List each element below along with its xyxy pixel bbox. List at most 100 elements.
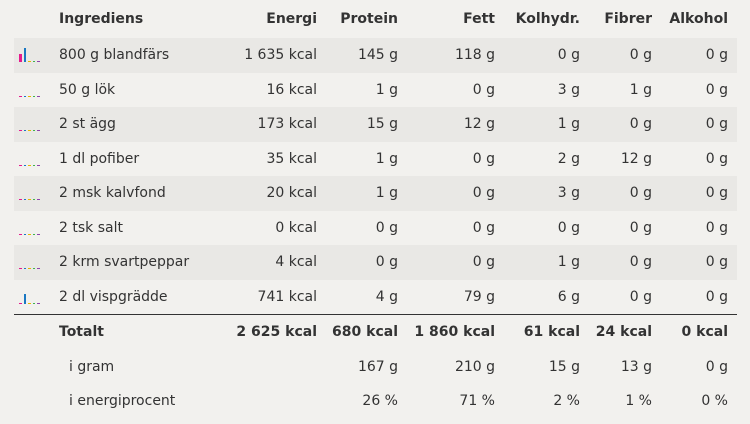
- table-row: 1 dl pofiber 35 kcal 1 g 0 g 2 g 12 g 0 g: [14, 142, 737, 177]
- ingredient-alcohol: 0 g: [705, 116, 728, 133]
- nutrient-bar-fat: [23, 233, 26, 235]
- ingredient-carbs: 0 g: [557, 47, 580, 64]
- ingredient-fat: 0 g: [472, 254, 495, 271]
- grams-label: i gram: [69, 358, 115, 375]
- table-row: 2 st ägg 173 kcal 15 g 12 g 1 g 0 g 0 g: [14, 107, 737, 142]
- table-header: Ingrediens Energi Protein Fett Kolhydr. …: [14, 0, 737, 38]
- ingredient-fat: 0 g: [472, 219, 495, 236]
- nutrient-bar-fat: [23, 95, 26, 97]
- ingredient-fiber: 0 g: [629, 116, 652, 133]
- nutrient-bar-fiber: [32, 130, 35, 132]
- total-row: Totalt 2 625 kcal 680 kcal 1 860 kcal 61…: [14, 314, 737, 350]
- nutrient-bar-carbs: [28, 302, 31, 304]
- nutrient-bar-alcohol: [37, 164, 40, 166]
- ingredient-protein: 0 g: [375, 254, 398, 271]
- ingredient-alcohol: 0 g: [705, 185, 728, 202]
- nutrient-bars-icon: [19, 211, 53, 246]
- nutrient-bars-icon: [19, 245, 53, 280]
- ingredient-protein: 1 g: [375, 185, 398, 202]
- percent-fat: 71 %: [459, 393, 495, 410]
- nutrient-bar-protein: [19, 268, 22, 270]
- nutrient-bar-protein: [19, 95, 22, 97]
- grams-protein: 167 g: [357, 358, 398, 375]
- ingredient-carbs: 3 g: [557, 185, 580, 202]
- header-carbs: Kolhydr.: [515, 11, 580, 27]
- ingredient-alcohol: 0 g: [705, 150, 728, 167]
- ingredient-fat: 0 g: [472, 150, 495, 167]
- ingredient-protein: 15 g: [366, 116, 398, 133]
- ingredient-fiber: 0 g: [629, 219, 652, 236]
- ingredient-protein: 0 g: [375, 219, 398, 236]
- percent-label: i energiprocent: [69, 393, 176, 410]
- nutrient-bar-fiber: [32, 164, 35, 166]
- header-fat: Fett: [463, 11, 495, 27]
- nutrient-bar-fiber: [32, 268, 35, 270]
- ingredient-name: 1 dl pofiber: [59, 150, 140, 167]
- table-row: 2 msk kalvfond 20 kcal 1 g 0 g 3 g 0 g 0 g: [14, 176, 737, 211]
- total-energy: 2 625 kcal: [236, 324, 317, 341]
- ingredient-carbs: 6 g: [557, 288, 580, 305]
- nutrient-bar-fat: [23, 48, 26, 63]
- table-row: 2 krm svartpeppar 4 kcal 0 g 0 g 1 g 0 g 0 g: [14, 245, 737, 280]
- ingredient-carbs: 1 g: [557, 116, 580, 133]
- grams-fiber: 13 g: [620, 358, 652, 375]
- ingredient-energy: 741 kcal: [257, 288, 317, 305]
- nutrient-bar-carbs: [28, 164, 31, 166]
- nutrient-bar-protein: [19, 233, 22, 235]
- nutrient-bar-alcohol: [37, 95, 40, 97]
- nutrient-bar-fat: [23, 130, 26, 132]
- total-protein: 680 kcal: [332, 324, 398, 341]
- grams-row: i gram 167 g 210 g 15 g 13 g 0 g: [14, 350, 737, 385]
- total-fat: 1 860 kcal: [414, 324, 495, 341]
- nutrient-bar-fiber: [32, 199, 35, 201]
- nutrient-bar-protein: [19, 164, 22, 166]
- nutrient-bars-icon: [19, 142, 53, 177]
- ingredient-carbs: 3 g: [557, 81, 580, 98]
- nutrient-bar-carbs: [28, 233, 31, 235]
- nutrition-table: Ingrediens Energi Protein Fett Kolhydr. …: [14, 0, 737, 419]
- ingredient-name: 2 tsk salt: [59, 219, 123, 236]
- nutrient-bar-carbs: [28, 199, 31, 201]
- percent-carbs: 2 %: [553, 393, 580, 410]
- ingredient-fiber: 1 g: [629, 81, 652, 98]
- ingredient-energy: 1 635 kcal: [244, 47, 317, 64]
- ingredient-fat: 0 g: [472, 81, 495, 98]
- nutrient-bar-protein: [19, 199, 22, 201]
- nutrient-bar-carbs: [28, 268, 31, 270]
- nutrient-bar-alcohol: [37, 199, 40, 201]
- header-ingredients: Ingrediens: [59, 11, 144, 27]
- nutrient-bars-icon: [19, 38, 53, 73]
- nutrient-bar-fiber: [32, 302, 35, 304]
- ingredient-name: 2 st ägg: [59, 116, 116, 133]
- ingredient-name: 800 g blandfärs: [59, 47, 170, 64]
- total-fiber: 24 kcal: [595, 324, 652, 341]
- ingredient-protein: 4 g: [375, 288, 398, 305]
- ingredient-fat: 79 g: [463, 288, 495, 305]
- nutrient-bar-protein: [19, 54, 22, 63]
- total-carbs: 61 kcal: [523, 324, 580, 341]
- percent-protein: 26 %: [362, 393, 398, 410]
- ingredient-alcohol: 0 g: [705, 219, 728, 236]
- nutrient-bars-icon: [19, 176, 53, 211]
- ingredient-energy: 0 kcal: [275, 219, 317, 236]
- ingredient-protein: 1 g: [375, 81, 398, 98]
- total-alcohol: 0 kcal: [681, 324, 728, 341]
- ingredient-energy: 35 kcal: [266, 150, 317, 167]
- nutrient-bar-alcohol: [37, 61, 40, 63]
- ingredient-alcohol: 0 g: [705, 288, 728, 305]
- ingredient-fiber: 0 g: [629, 288, 652, 305]
- ingredient-carbs: 0 g: [557, 219, 580, 236]
- ingredient-rows: 800 g blandfärs 1 635 kcal 145 g 118 g 0 g 0 …: [14, 38, 737, 314]
- header-alcohol: Alkohol: [669, 11, 728, 27]
- nutrient-bar-alcohol: [37, 268, 40, 270]
- ingredient-protein: 145 g: [357, 47, 398, 64]
- ingredient-alcohol: 0 g: [705, 47, 728, 64]
- nutrient-bar-alcohol: [37, 130, 40, 132]
- nutrient-bar-fiber: [32, 233, 35, 235]
- nutrient-bar-fiber: [32, 95, 35, 97]
- ingredient-fiber: 0 g: [629, 254, 652, 271]
- percent-alcohol: 0 %: [701, 393, 728, 410]
- ingredient-name: 2 dl vispgrädde: [59, 288, 168, 305]
- ingredient-carbs: 1 g: [557, 254, 580, 271]
- nutrient-bars-icon: [19, 280, 53, 315]
